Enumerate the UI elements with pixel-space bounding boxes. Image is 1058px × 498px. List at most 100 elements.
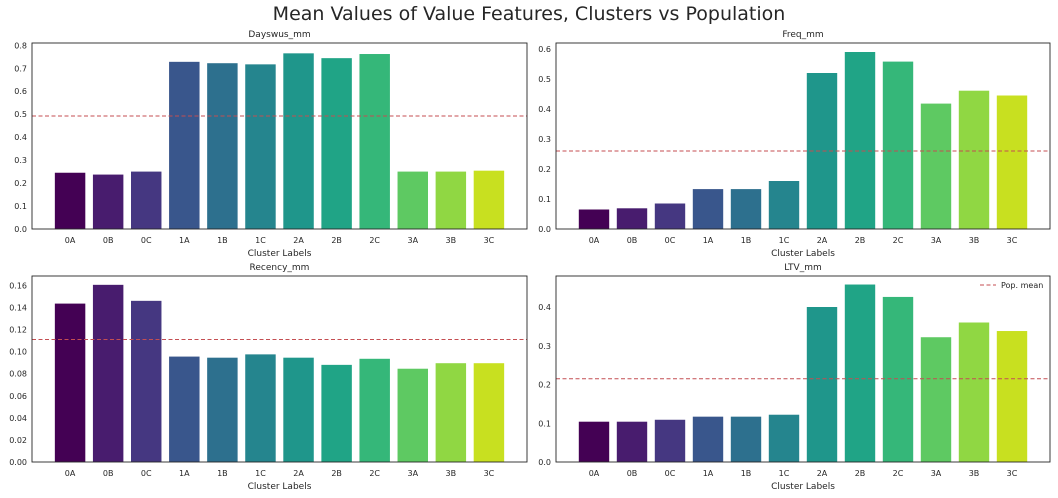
bar — [169, 356, 200, 462]
x-tick-label: 3B — [969, 469, 980, 478]
bar — [473, 170, 505, 229]
subplot-freq-mm: Freq_mm 0.0 0.1 0.2 0.3 0.4 0.5 0.6 0A 0B 0C 1A 1B 1C… — [538, 30, 1051, 259]
y-tick-label: 0.3 — [538, 342, 551, 351]
x-tick-label: 0B — [627, 469, 638, 478]
bar — [692, 189, 724, 229]
x-axis-label: Cluster Labels — [771, 249, 835, 259]
subplot-ltv-mm: LTV_mm 0.0 0.1 0.2 0.3 0.4 0A 0B 0C 1A 1B 1C 2A 2B 2C 3… — [538, 263, 1051, 492]
bar — [435, 171, 467, 229]
axes-frame — [555, 42, 1051, 230]
x-tick-label: 0B — [103, 469, 114, 478]
bar — [958, 90, 990, 229]
y-tick-label: 0.6 — [538, 45, 551, 54]
y-tick-label: 0.06 — [9, 392, 27, 401]
bar — [283, 53, 314, 230]
y-tick-label: 0.04 — [9, 414, 27, 423]
bar — [245, 354, 276, 462]
legend: Pop. mean — [980, 281, 1043, 290]
y-tick-label: 0.1 — [14, 202, 27, 211]
axes-frame — [31, 275, 528, 463]
bar — [207, 63, 238, 229]
bar — [616, 208, 648, 229]
x-tick-label: 3A — [931, 469, 942, 478]
x-tick-label: 1C — [779, 236, 790, 245]
x-tick-label: 1A — [179, 469, 190, 478]
bar — [882, 61, 914, 229]
subplot-dayswus-mm: Dayswus_mm 0.0 0.1 0.2 0.3 0.4 0.5 0.6 0.7 0.8 0A 0… — [14, 30, 528, 259]
y-tick-label: 0.2 — [538, 165, 551, 174]
y-tick-label: 0.5 — [14, 110, 27, 119]
y-tick-label: 0.16 — [9, 281, 27, 290]
subplot-title: Recency_mm — [250, 263, 310, 273]
bar — [730, 416, 762, 462]
x-tick-label: 0A — [65, 236, 76, 245]
bar — [92, 284, 124, 462]
y-tick-label: 0.7 — [14, 64, 27, 73]
subplot-title: LTV_mm — [784, 263, 821, 273]
x-tick-label: 0C — [141, 236, 152, 245]
bar — [768, 414, 800, 462]
y-tick-label: 0.4 — [538, 105, 551, 114]
x-tick-label: 3B — [446, 236, 457, 245]
bar — [359, 358, 390, 462]
x-tick-label: 0B — [103, 236, 114, 245]
x-tick-label: 0A — [65, 469, 76, 478]
x-tick-label: 2C — [369, 236, 380, 245]
bar — [397, 171, 428, 229]
y-tick-label: 0.12 — [9, 326, 27, 335]
subplot-recency-mm: Recency_mm 0.00 0.02 0.04 0.06 0.08 0.10 0.12 0.… — [9, 263, 528, 492]
x-tick-label: 1C — [779, 469, 790, 478]
x-tick-label: 1B — [217, 236, 228, 245]
bar — [920, 103, 952, 229]
bar — [54, 172, 86, 229]
x-tick-label: 1A — [703, 469, 714, 478]
bar — [397, 368, 428, 462]
y-tick-label: 0.2 — [538, 381, 551, 390]
x-tick-label: 0A — [589, 236, 600, 245]
bar — [730, 189, 762, 229]
x-tick-label: 2A — [817, 469, 828, 478]
x-tick-label: 3C — [484, 469, 495, 478]
bar — [616, 421, 648, 462]
x-tick-label: 2B — [855, 236, 866, 245]
x-tick-label: 2B — [331, 236, 342, 245]
y-tick-label: 0.00 — [9, 458, 27, 467]
bar — [578, 421, 610, 462]
bar — [92, 174, 124, 229]
bar — [131, 171, 162, 229]
y-tick-label: 0.4 — [14, 133, 27, 142]
bar — [768, 181, 800, 229]
bar — [321, 364, 352, 462]
y-tick-label: 0.14 — [9, 303, 27, 312]
bar — [131, 300, 162, 462]
x-tick-label: 0C — [665, 236, 676, 245]
x-tick-label: 1B — [741, 469, 752, 478]
bar — [996, 95, 1028, 229]
x-tick-label: 3A — [931, 236, 942, 245]
x-tick-label: 1C — [255, 469, 266, 478]
x-tick-label: 1A — [179, 236, 190, 245]
x-tick-label: 2A — [293, 236, 304, 245]
y-tick-label: 0.3 — [538, 135, 551, 144]
x-axis-label: Cluster Labels — [248, 482, 312, 492]
x-tick-label: 1B — [217, 469, 228, 478]
bar — [692, 416, 724, 462]
x-tick-label: 0C — [141, 469, 152, 478]
y-tick-label: 0.5 — [538, 75, 551, 84]
x-tick-label: 0C — [665, 469, 676, 478]
x-tick-label: 3B — [969, 236, 980, 245]
x-tick-label: 3C — [1007, 236, 1018, 245]
bar — [654, 419, 686, 462]
subplot-title: Freq_mm — [782, 30, 823, 40]
bar — [958, 322, 990, 462]
bar — [54, 303, 86, 462]
y-tick-label: 0.0 — [538, 225, 551, 234]
x-tick-label: 2C — [893, 236, 904, 245]
x-tick-label: 3A — [407, 469, 418, 478]
y-tick-label: 0.3 — [14, 156, 27, 165]
y-tick-label: 0.2 — [14, 179, 27, 188]
legend-label: Pop. mean — [1001, 281, 1043, 290]
x-tick-label: 0A — [589, 469, 600, 478]
bar — [844, 284, 876, 462]
bar — [578, 209, 610, 229]
